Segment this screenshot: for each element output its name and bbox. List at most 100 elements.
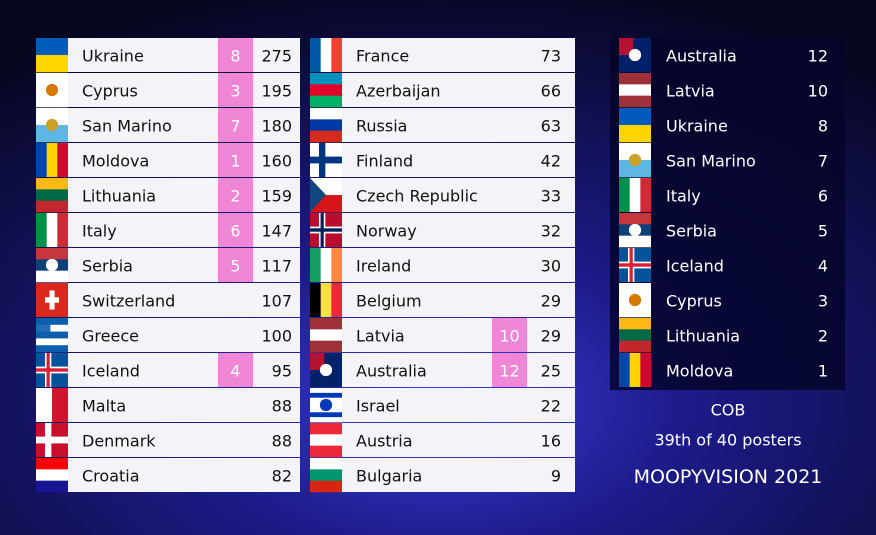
country-name: Ireland	[356, 257, 411, 276]
points-given: 7	[230, 117, 240, 136]
flag-stripe	[36, 345, 68, 353]
flag-stripe	[619, 340, 651, 353]
flag	[36, 213, 69, 247]
total-score: 42	[541, 152, 561, 171]
points-received: 6	[818, 187, 828, 206]
points-box	[218, 108, 253, 142]
flag-emblem	[628, 48, 642, 62]
flag-stripe	[310, 38, 321, 72]
flag	[36, 423, 68, 457]
points-box	[218, 213, 253, 247]
flag	[619, 213, 651, 248]
row-background	[68, 458, 300, 492]
flag-stripe	[310, 445, 342, 458]
flag	[619, 283, 651, 318]
flag-stripe	[36, 143, 47, 177]
country-name: Greece	[82, 327, 139, 346]
flag-stripe	[36, 189, 68, 201]
row-background	[68, 108, 300, 142]
flag-stripe	[310, 318, 342, 330]
row-background	[68, 73, 300, 107]
points-given: 6	[230, 222, 240, 241]
flag-emblem	[628, 153, 642, 167]
flag-stripe	[320, 248, 332, 282]
row-background	[68, 388, 300, 422]
flag-stripe	[619, 84, 651, 96]
country-name: Italy	[666, 187, 701, 206]
row-background	[342, 388, 575, 422]
flag	[36, 108, 68, 143]
flag	[310, 143, 342, 177]
flag-stripe	[310, 283, 321, 317]
points-box	[218, 248, 253, 282]
flag-stripe	[310, 469, 342, 481]
flag-stripe	[310, 130, 342, 143]
country-name: San Marino	[666, 152, 756, 171]
flag-stripe	[619, 125, 651, 143]
flag-cross	[44, 297, 60, 303]
flag-stripe	[310, 458, 342, 470]
flag	[310, 73, 342, 108]
total-score: 29	[541, 327, 561, 346]
country-name: Moldova	[82, 152, 149, 171]
points-received: 10	[808, 82, 828, 101]
flag-emblem	[45, 258, 59, 272]
flag-stripe	[310, 388, 342, 394]
points-given: 5	[230, 257, 240, 276]
flag-stripe	[36, 200, 68, 213]
flag-stripe	[320, 283, 332, 317]
flag-stripe	[310, 340, 342, 353]
country-name: Serbia	[666, 222, 717, 241]
country-name: Austria	[356, 432, 413, 451]
flag-stripe	[310, 480, 342, 493]
flag-stripe	[36, 248, 68, 260]
flag-stripe	[331, 38, 343, 72]
country-name: Croatia	[82, 467, 140, 486]
total-score: 159	[261, 187, 292, 206]
flag-stripe	[310, 412, 342, 418]
flag	[36, 73, 68, 108]
flag-stripe	[36, 458, 68, 470]
country-name: Cyprus	[82, 82, 138, 101]
row-background	[68, 213, 300, 247]
row-background	[342, 283, 575, 317]
flag-stripe	[310, 423, 342, 435]
flag	[619, 353, 652, 387]
flag-stripe	[36, 108, 68, 126]
points-given: 4	[230, 362, 240, 381]
flag	[36, 388, 69, 422]
flag-stripe	[36, 125, 68, 143]
flag-emblem	[628, 293, 642, 307]
country-name: Belgium	[356, 292, 422, 311]
flag-stripe	[57, 213, 69, 247]
row-background	[68, 178, 300, 212]
flag-cross	[619, 263, 651, 267]
flag	[36, 458, 68, 493]
row-background	[68, 248, 300, 282]
flag-stripe	[36, 324, 68, 332]
total-score: 160	[261, 152, 292, 171]
country-name: Lithuania	[82, 187, 156, 206]
total-score: 22	[541, 397, 561, 416]
flag	[310, 38, 343, 72]
flag-canton	[310, 353, 325, 370]
country-name: Denmark	[82, 432, 156, 451]
country-name: Serbia	[82, 257, 133, 276]
country-name: Latvia	[356, 327, 405, 346]
country-name: Azerbaijan	[356, 82, 441, 101]
flag-emblem	[45, 83, 59, 97]
flag	[310, 388, 342, 423]
points-box	[218, 178, 253, 212]
country-name: Italy	[82, 222, 117, 241]
flag-cross	[310, 228, 342, 232]
total-score: 25	[541, 362, 561, 381]
flag	[36, 178, 68, 213]
points-given: 3	[230, 82, 240, 101]
points-box	[218, 353, 253, 387]
flag	[310, 108, 342, 143]
flag-stripe	[46, 143, 58, 177]
points-received: 1	[818, 362, 828, 381]
row-background	[342, 353, 575, 387]
row-background	[342, 248, 575, 282]
flag-stripe	[310, 84, 342, 96]
